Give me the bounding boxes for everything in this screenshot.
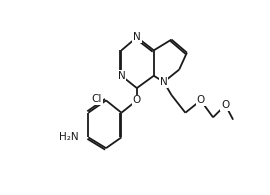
Text: O: O	[133, 95, 141, 105]
Text: N: N	[133, 32, 141, 42]
Text: H₂N: H₂N	[59, 132, 79, 142]
Text: Cl: Cl	[92, 94, 102, 104]
Text: O: O	[197, 95, 205, 105]
Text: N: N	[117, 71, 125, 81]
Text: O: O	[221, 100, 230, 110]
Text: N: N	[160, 77, 168, 87]
